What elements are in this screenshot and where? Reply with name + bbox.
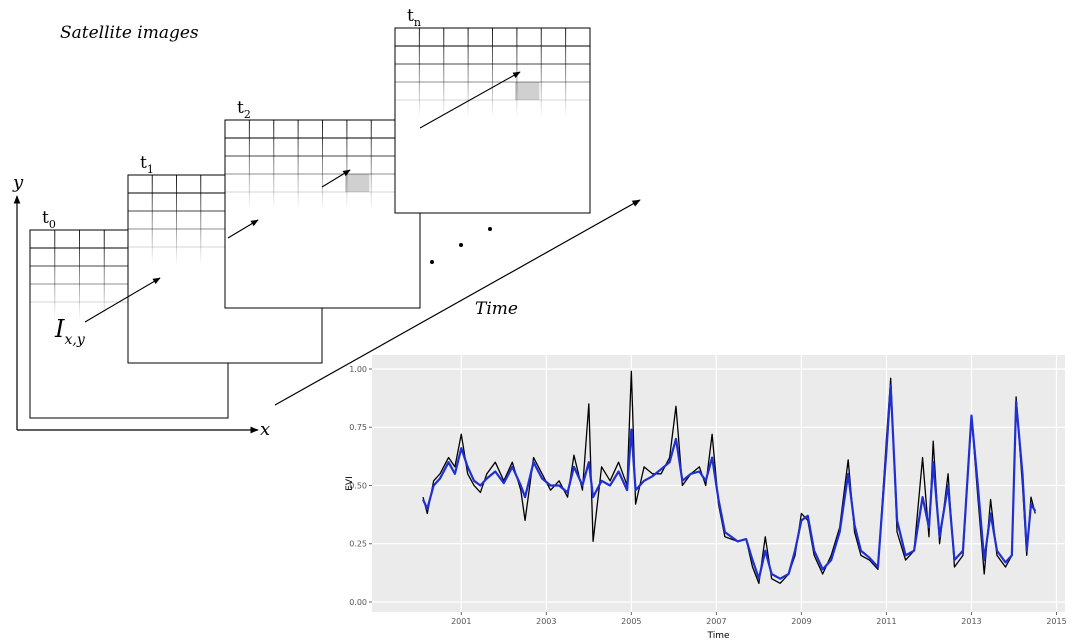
frame-label: t1	[140, 153, 154, 176]
grid-column	[322, 120, 323, 210]
grid-column	[151, 175, 153, 265]
diagram-title: Satellite images	[60, 23, 199, 43]
image-frame: t2	[224, 98, 421, 309]
y-axis-title: EVI	[345, 476, 355, 491]
grid-column	[103, 230, 105, 320]
grid-column	[370, 120, 372, 210]
frame-label-base: t	[407, 6, 414, 26]
grid-column	[54, 230, 56, 320]
series-line	[422, 384, 1037, 580]
pixel-highlight	[345, 174, 370, 192]
y-axis-label: y	[12, 172, 24, 193]
x-axis-title: Time	[706, 631, 729, 641]
pixel-label-base: I	[54, 315, 65, 343]
frame-label: t0	[42, 208, 56, 231]
x-tick-label: 2001	[451, 617, 471, 626]
frame-label-sub: 1	[147, 163, 154, 176]
y-tick-label: 1.00	[349, 365, 367, 374]
grid-column	[467, 28, 469, 118]
grid-column	[79, 230, 80, 320]
frame-label-sub: 2	[244, 108, 251, 121]
y-tick-label: 0.75	[349, 423, 367, 432]
x-tick-label: 2011	[876, 617, 896, 626]
grid-column	[297, 120, 299, 210]
frame-label: t2	[237, 98, 251, 121]
frame-label-base: t	[237, 98, 244, 118]
frame-label-sub: 0	[49, 218, 56, 231]
grid-column	[443, 28, 445, 118]
grid-column	[492, 28, 493, 118]
pixel-label-sub: x,y	[64, 332, 85, 348]
x-tick-label: 2005	[621, 617, 641, 626]
x-tick-label: 2015	[1046, 617, 1066, 626]
grid-column	[540, 28, 542, 118]
grid-column	[565, 28, 567, 118]
grid-column	[346, 120, 348, 210]
grid-column	[200, 175, 202, 265]
x-tick-label: 2013	[961, 617, 981, 626]
y-tick-label: 0.00	[349, 598, 367, 607]
plot-panel	[372, 355, 1065, 612]
y-tick-label: 0.25	[349, 540, 367, 549]
ellipsis-dot	[430, 260, 434, 264]
image-frame: tn	[394, 6, 591, 214]
x-axis-label: x	[260, 419, 270, 440]
x-tick-label: 2009	[791, 617, 811, 626]
ellipsis-dot	[488, 227, 492, 231]
x-tick-label: 2007	[706, 617, 726, 626]
ellipsis-dot	[459, 243, 463, 247]
grid-column	[273, 120, 275, 210]
grid-column	[418, 28, 420, 118]
pixel-label: Ix,y	[54, 315, 86, 348]
y-tick-label: 0.50	[349, 481, 367, 490]
chart: 0.00 0.25 0.50 0.75 1.00 2001 2003 2005 2007 2009…	[345, 355, 1067, 641]
frame-label-base: t	[42, 208, 49, 228]
pixel-highlight	[515, 82, 540, 100]
frame-label-base: t	[140, 153, 147, 173]
frame-label-sub: n	[414, 16, 421, 29]
pixel-link	[84, 277, 161, 323]
time-arrow	[274, 199, 641, 406]
grid-column	[248, 120, 250, 210]
x-tick-label: 2003	[536, 617, 556, 626]
pixel-link	[419, 71, 521, 129]
frame-label: tn	[407, 6, 421, 29]
pixel-link	[321, 169, 351, 188]
pixel-link	[227, 219, 259, 239]
grid-column	[176, 175, 177, 265]
time-label: Time	[475, 299, 518, 319]
